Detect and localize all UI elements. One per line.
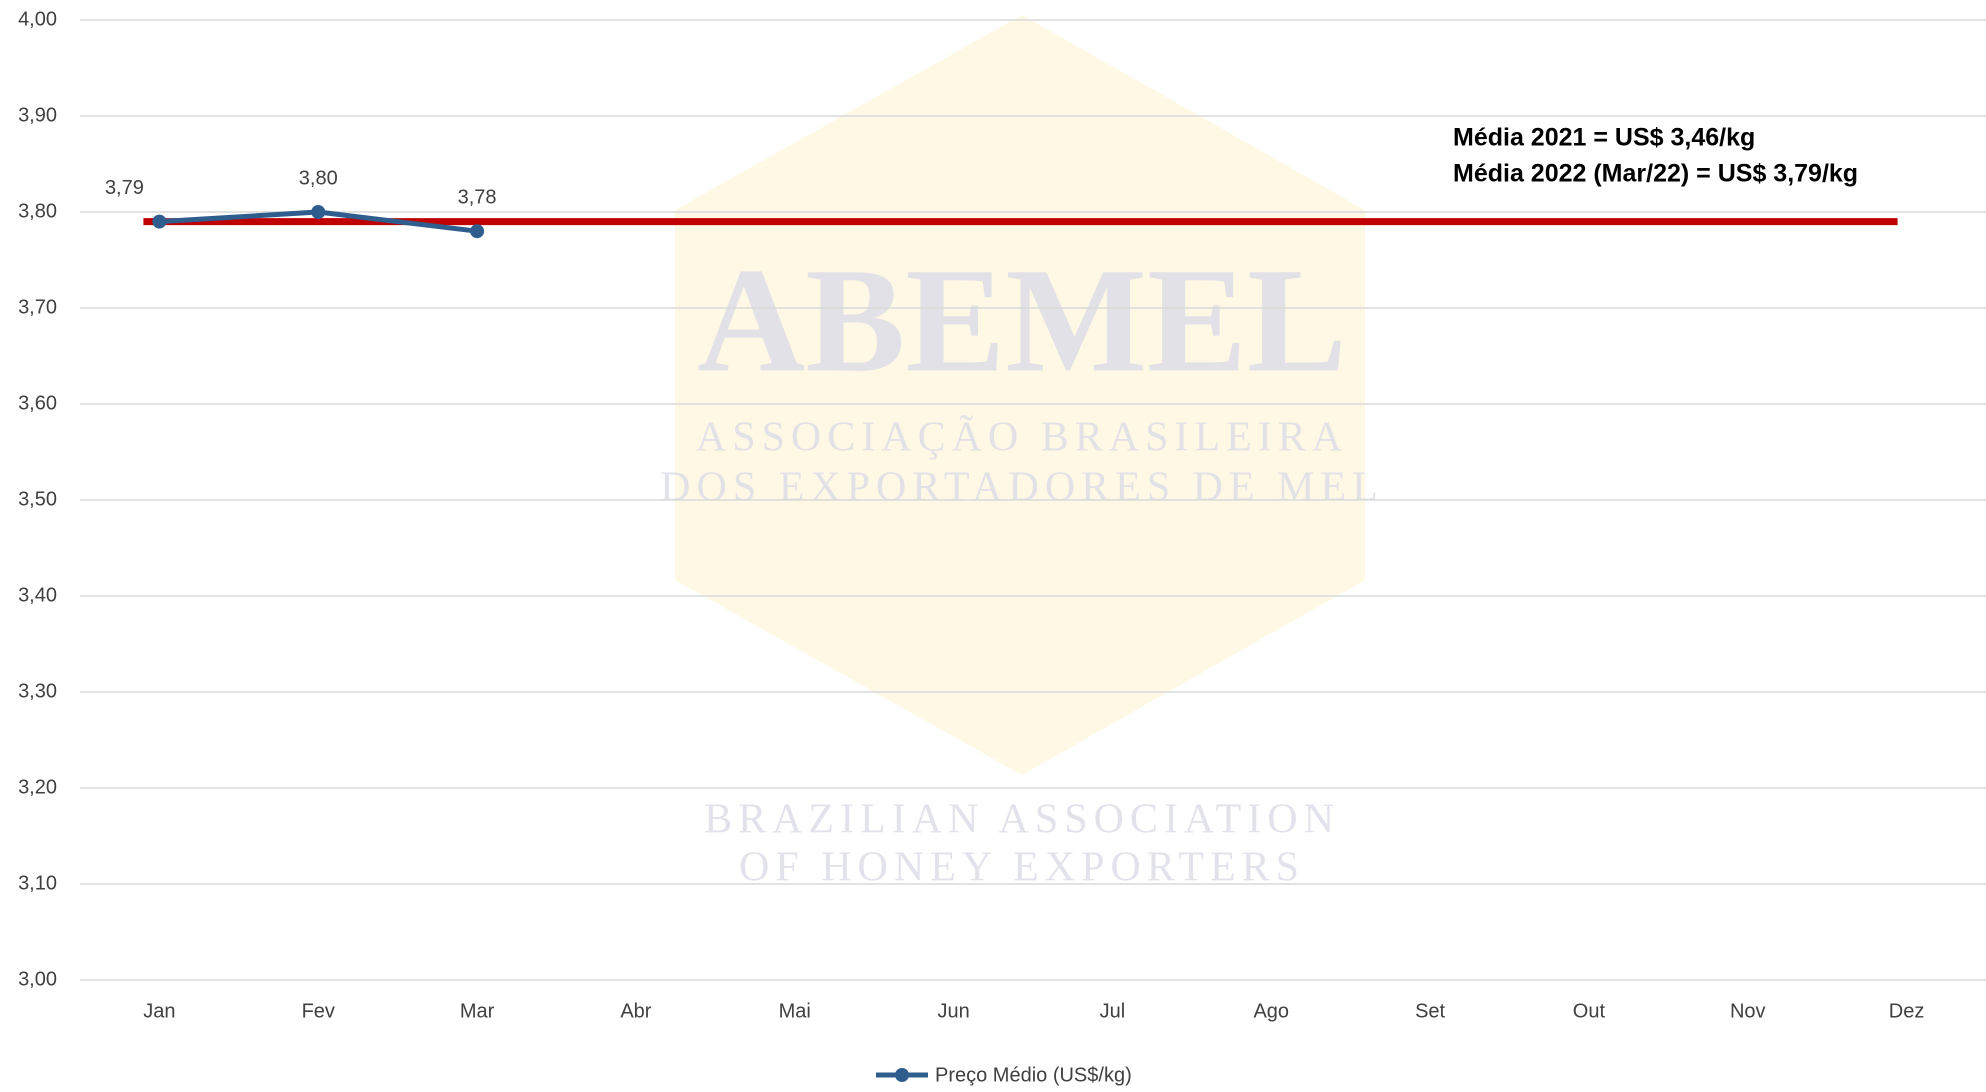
x-tick-label: Set [1415,1000,1445,1022]
y-tick-label: 3,60 [18,392,57,414]
point [152,214,167,229]
legend-label: Preço Médio (US$/kg) [935,1064,1132,1086]
x-tick-label: Mar [460,1000,495,1022]
x-tick-label: Jan [143,1000,175,1022]
watermark-text: BRAZILIAN ASSOCIATION [704,797,1340,843]
x-tick-label: Nov [1730,1000,1766,1022]
point [311,205,326,219]
x-tick-label: Abr [620,1000,651,1022]
y-tick-label: 4,00 [18,8,57,30]
point [470,224,485,239]
watermark: ABEMEL ASSOCIAÇÃO BRASILEIRA DOS EXPORTA… [660,237,1384,891]
x-tick-label: Jul [1100,1000,1126,1022]
y-tick-label: 3,70 [18,296,57,318]
y-tick-label: 3,90 [18,104,57,126]
watermark-text: DOS EXPORTADORES DE MEL [660,465,1384,511]
watermark-text: OF HONEY EXPORTERS [739,845,1305,891]
legend-marker [895,1068,909,1082]
y-tick-label: 3,30 [18,680,57,702]
y-tick-label: 3,00 [18,968,57,990]
data-label: 3,79 [105,177,144,199]
y-tick-label: 3,80 [18,200,57,222]
watermark-text: ASSOCIAÇÃO BRASILEIRA [696,415,1348,461]
annotation: Média 2022 (Mar/22) = US$ 3,79/kg [1453,160,1858,188]
y-tick-label: 3,40 [18,584,57,606]
y-tick-label: 3,50 [18,488,57,510]
watermark-shape [675,15,1365,775]
x-tick-label: Ago [1253,1000,1289,1022]
x-tick-label: Mai [779,1000,811,1022]
data-label: 3,78 [458,186,497,208]
annotation: Média 2021 = US$ 3,46/kg [1453,124,1755,152]
data-label: 3,80 [299,167,338,189]
watermark-text: ABEMEL [697,237,1347,403]
x-tick-label: Dez [1889,1000,1925,1022]
y-tick-label: 3,10 [18,872,57,894]
x-tick-label: Jun [937,1000,969,1022]
y-tick-label: 3,20 [18,776,57,798]
x-tick-label: Out [1573,1000,1606,1022]
x-tick-label: Fev [302,1000,335,1022]
